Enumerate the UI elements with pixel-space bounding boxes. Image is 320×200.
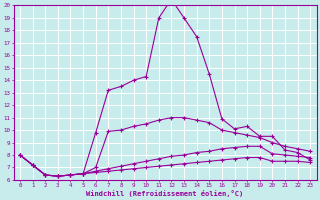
- X-axis label: Windchill (Refroidissement éolien,°C): Windchill (Refroidissement éolien,°C): [86, 190, 244, 197]
